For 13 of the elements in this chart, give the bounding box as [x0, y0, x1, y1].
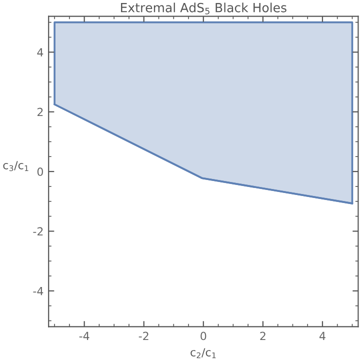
- x-tick-label: -2: [138, 332, 148, 340]
- y-tick-label: 2: [37, 108, 43, 116]
- y-tick-label: -4: [33, 287, 44, 296]
- x-tick-label: 2: [260, 332, 266, 340]
- y-tick-label: 0: [37, 167, 43, 176]
- x-tick-label: -4: [79, 332, 90, 340]
- x-axis-title: c$_{2}$/c$_{1}$: [190, 348, 216, 358]
- chart-title: Extremal AdS$_{5}$ Black Holes: [121, 2, 286, 14]
- y-axis-title: c$_{3}$/c$_{1}$: [3, 161, 28, 172]
- y-tick-label: 4: [37, 48, 44, 56]
- x-tick-label: 4: [319, 332, 326, 340]
- y-tick-label: -2: [33, 227, 43, 236]
- x-tick-label: 0: [200, 332, 206, 340]
